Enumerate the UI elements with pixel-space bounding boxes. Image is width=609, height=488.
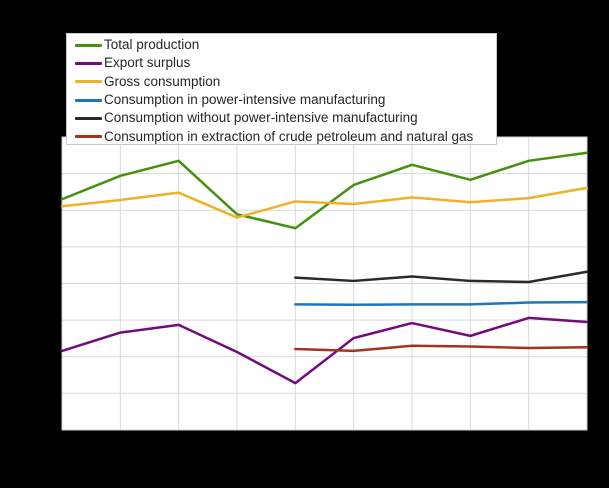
series-line — [294, 270, 589, 284]
series-line — [60, 316, 589, 385]
series-line — [294, 300, 589, 306]
legend-item[interactable]: Gross consumption — [75, 73, 496, 91]
legend-item[interactable]: Total production — [75, 36, 496, 54]
legend-swatch-icon — [75, 98, 102, 102]
legend-label: Export surplus — [104, 55, 191, 71]
legend-label: Gross consumption — [104, 73, 221, 89]
series-line — [60, 186, 589, 219]
series-line — [294, 344, 589, 353]
legend-item[interactable]: Consumption without power-intensive manu… — [75, 109, 496, 127]
legend-item[interactable]: Export surplus — [75, 54, 496, 72]
legend-swatch-icon — [75, 61, 102, 65]
legend-swatch-icon — [75, 116, 102, 120]
legend-item[interactable]: Consumption in power-intensive manufactu… — [75, 91, 496, 109]
series-line — [60, 151, 589, 230]
legend-swatch-icon — [75, 80, 102, 84]
legend-swatch-icon — [75, 135, 102, 139]
legend-label: Consumption in power-intensive manufactu… — [104, 92, 386, 108]
legend-label: Total production — [104, 37, 200, 53]
chart-legend: Total production Export surplus Gross cons… — [66, 33, 497, 145]
legend-label: Consumption in extraction of crude petro… — [104, 128, 474, 144]
legend-label: Consumption without power-intensive manu… — [104, 110, 418, 126]
legend-item[interactable]: Consumption in extraction of crude petro… — [75, 127, 496, 145]
legend-swatch-icon — [75, 43, 102, 47]
